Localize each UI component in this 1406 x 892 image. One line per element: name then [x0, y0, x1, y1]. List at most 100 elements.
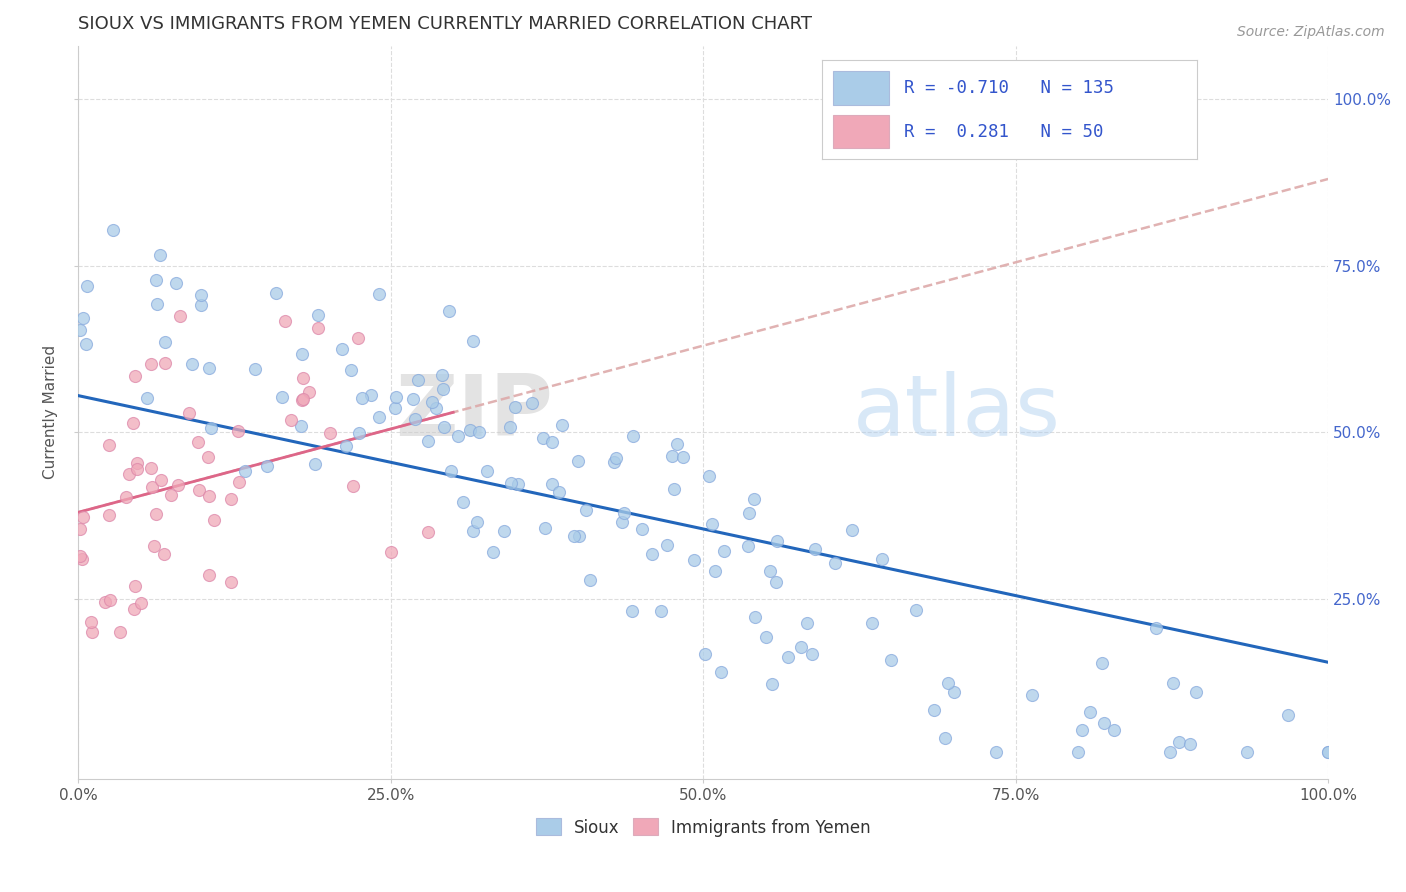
- Point: [94, 595, 117, 609]
- Point: [447, 429, 470, 443]
- Point: [640, 547, 662, 561]
- Point: [124, 369, 146, 384]
- Point: [228, 475, 250, 490]
- Point: [463, 524, 485, 539]
- Point: [307, 321, 329, 335]
- Point: [219, 491, 242, 506]
- Point: [190, 298, 212, 312]
- Point: [108, 625, 131, 640]
- Point: [69, 549, 91, 563]
- Point: [693, 647, 716, 661]
- Point: [661, 450, 683, 464]
- Point: [824, 556, 846, 570]
- Legend: Sioux, Immigrants from Yemen: Sioux, Immigrants from Yemen: [536, 819, 870, 837]
- Point: [759, 564, 782, 578]
- Point: [540, 435, 562, 450]
- Point: [159, 488, 181, 502]
- Point: [683, 553, 706, 567]
- Point: [165, 276, 187, 290]
- Point: [145, 273, 167, 287]
- Point: [468, 425, 491, 440]
- Text: ZIP: ZIP: [395, 371, 553, 454]
- Point: [744, 610, 766, 624]
- Point: [273, 314, 295, 328]
- Point: [82, 625, 104, 640]
- Point: [602, 455, 624, 469]
- Point: [80, 615, 103, 629]
- Point: [187, 483, 209, 498]
- Point: [98, 592, 121, 607]
- Point: [135, 391, 157, 405]
- Point: [97, 437, 120, 451]
- Point: [778, 649, 800, 664]
- Point: [406, 373, 429, 387]
- Point: [187, 435, 209, 450]
- Point: [704, 564, 727, 578]
- Point: [742, 491, 765, 506]
- Point: [621, 429, 644, 443]
- Point: [149, 474, 172, 488]
- Point: [202, 513, 225, 527]
- Point: [934, 731, 956, 746]
- Point: [352, 391, 374, 405]
- Point: [243, 362, 266, 376]
- Point: [508, 477, 530, 491]
- Point: [610, 516, 633, 530]
- Point: [318, 426, 340, 441]
- Point: [440, 464, 463, 478]
- Point: [1070, 723, 1092, 737]
- Point: [125, 461, 148, 475]
- Point: [567, 454, 589, 468]
- Text: SIOUX VS IMMIGRANTS FROM YEMEN CURRENTLY MARRIED CORRELATION CHART: SIOUX VS IMMIGRANTS FROM YEMEN CURRENTLY…: [79, 15, 813, 33]
- Point: [482, 544, 505, 558]
- Point: [169, 309, 191, 323]
- Point: [451, 495, 474, 509]
- Point: [499, 475, 522, 490]
- Point: [790, 640, 813, 654]
- Point: [862, 616, 884, 631]
- Point: [433, 420, 456, 434]
- Point: [697, 469, 720, 483]
- Point: [613, 506, 636, 520]
- Point: [118, 467, 141, 482]
- Point: [924, 703, 946, 717]
- Point: [936, 676, 959, 690]
- Point: [69, 323, 91, 337]
- Point: [190, 288, 212, 302]
- Point: [149, 248, 172, 262]
- Point: [69, 522, 91, 536]
- Point: [467, 516, 489, 530]
- Point: [1161, 676, 1184, 690]
- Point: [235, 464, 257, 478]
- Point: [367, 410, 389, 425]
- Point: [492, 524, 515, 539]
- Point: [332, 343, 354, 357]
- Point: [666, 436, 689, 450]
- Point: [551, 418, 574, 433]
- Point: [1317, 745, 1340, 759]
- Point: [101, 223, 124, 237]
- Point: [984, 745, 1007, 759]
- Point: [458, 423, 481, 437]
- Point: [404, 411, 426, 425]
- Point: [1178, 737, 1201, 751]
- Point: [503, 400, 526, 414]
- Point: [702, 517, 724, 532]
- Point: [197, 450, 219, 464]
- Text: Source: ZipAtlas.com: Source: ZipAtlas.com: [1237, 25, 1385, 39]
- Point: [761, 677, 783, 691]
- Point: [568, 529, 591, 543]
- Point: [292, 392, 315, 406]
- Point: [115, 490, 138, 504]
- Point: [346, 331, 368, 345]
- Point: [713, 543, 735, 558]
- Point: [280, 413, 302, 427]
- Point: [271, 390, 294, 404]
- Point: [710, 665, 733, 680]
- Point: [342, 478, 364, 492]
- Point: [200, 420, 222, 434]
- Point: [575, 502, 598, 516]
- Y-axis label: Currently Married: Currently Married: [44, 345, 58, 479]
- Point: [765, 574, 787, 589]
- Point: [432, 382, 454, 396]
